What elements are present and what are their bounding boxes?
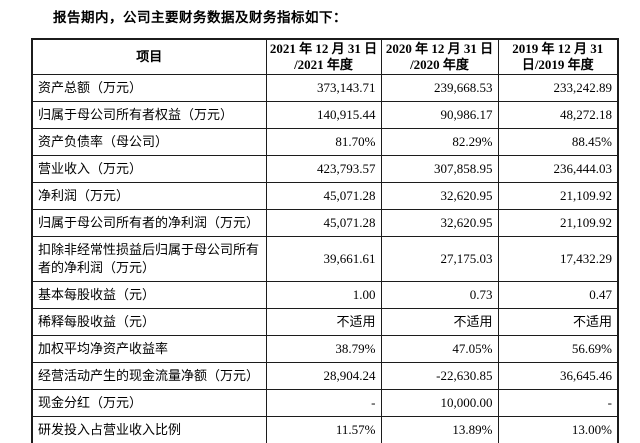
row-label: 扣除非经常性损益后归属于母公司所有者的净利润（万元） [31, 236, 267, 282]
table-row: 营业收入（万元） 423,793.57 307,858.95 236,444.03 [31, 155, 619, 183]
row-label: 资产总额（万元） [31, 74, 267, 102]
row-label: 经营活动产生的现金流量净额（万元） [31, 362, 267, 390]
cell-value: 38.79% [265, 335, 382, 363]
cell-value: 56.69% [497, 335, 619, 363]
cell-value: 307,858.95 [380, 155, 499, 183]
cell-value: 不适用 [497, 308, 619, 336]
cell-value: 88.45% [497, 128, 619, 156]
intro-text: 报告期内，公司主要财务数据及财务指标如下： [53, 10, 347, 25]
cell-value: 239,668.53 [380, 74, 499, 102]
table-row: 稀释每股收益（元） 不适用 不适用 不适用 [31, 308, 619, 336]
table-header-row: 项目 2021 年 12 月 31 日 /2021 年度 2020 年 12 月… [31, 38, 619, 75]
cell-value: 10,000.00 [380, 389, 499, 417]
cell-value: 21,109.92 [497, 182, 619, 210]
cell-value: 90,986.17 [380, 101, 499, 129]
cell-value: 32,620.95 [380, 209, 499, 237]
row-label: 归属于母公司所有者的净利润（万元） [31, 209, 267, 237]
row-label: 研发投入占营业收入比例 [31, 416, 267, 443]
header-period-2020: 2020 年 12 月 31 日 /2020 年度 [380, 38, 499, 75]
row-label: 营业收入（万元） [31, 155, 267, 183]
cell-value: 373,143.71 [265, 74, 382, 102]
header-period-2019: 2019 年 12 月 31 日/2019 年度 [497, 38, 619, 75]
cell-value: 27,175.03 [380, 236, 499, 282]
cell-value: 28,904.24 [265, 362, 382, 390]
row-label: 稀释每股收益（元） [31, 308, 267, 336]
cell-value: 0.47 [497, 281, 619, 309]
row-label: 现金分红（万元） [31, 389, 267, 417]
cell-value: 不适用 [380, 308, 499, 336]
table-row: 加权平均净资产收益率 38.79% 47.05% 56.69% [31, 335, 619, 363]
table-row: 现金分红（万元） -10,000.00- [31, 389, 619, 417]
row-label: 加权平均净资产收益率 [31, 335, 267, 363]
table-row: 扣除非经常性损益后归属于母公司所有者的净利润（万元） 39,661.61 27,17… [31, 236, 619, 282]
cell-value: - [265, 389, 382, 417]
table-row: 归属于母公司所有者权益（万元） 140,915.44 90,986.17 48,272… [31, 101, 619, 129]
cell-value: 11.57% [265, 416, 382, 443]
cell-value: 140,915.44 [265, 101, 382, 129]
cell-value: 21,109.92 [497, 209, 619, 237]
cell-value: 45,071.28 [265, 209, 382, 237]
cell-value: 1.00 [265, 281, 382, 309]
row-label: 净利润（万元） [31, 182, 267, 210]
cell-value: 423,793.57 [265, 155, 382, 183]
financial-table: 项目 2021 年 12 月 31 日 /2021 年度 2020 年 12 月… [31, 38, 619, 443]
header-period-2021: 2021 年 12 月 31 日 /2021 年度 [265, 38, 382, 75]
header-item-label: 项目 [31, 38, 267, 75]
table-row: 归属于母公司所有者的净利润（万元） 45,071.28 32,620.95 21,10… [31, 209, 619, 237]
cell-value: 82.29% [380, 128, 499, 156]
cell-value: 17,432.29 [497, 236, 619, 282]
table-row: 基本每股收益（元） 1.00 0.73 0.47 [31, 281, 619, 309]
table-row: 经营活动产生的现金流量净额（万元） 28,904.24 -22,630.85 36,6… [31, 362, 619, 390]
cell-value: 233,242.89 [497, 74, 619, 102]
cell-value: 不适用 [265, 308, 382, 336]
page: 报告期内，公司主要财务数据及财务指标如下： 项目 2021 年 12 月 31 … [0, 9, 640, 443]
table-body: 资产总额（万元） 373,143.71 239,668.53 233,242.89 归属… [31, 74, 619, 443]
table-row: 资产负债率（母公司） 81.70% 82.29% 88.45% [31, 128, 619, 156]
cell-value: 13.00% [497, 416, 619, 443]
cell-value: 47.05% [380, 335, 499, 363]
table-row: 净利润（万元） 45,071.28 32,620.95 21,109.92 [31, 182, 619, 210]
table-row: 资产总额（万元） 373,143.71 239,668.53 233,242.89 [31, 74, 619, 102]
cell-value: -22,630.85 [380, 362, 499, 390]
row-label: 资产负债率（母公司） [31, 128, 267, 156]
cell-value: 36,645.46 [497, 362, 619, 390]
cell-value: - [497, 389, 619, 417]
cell-value: 39,661.61 [265, 236, 382, 282]
cell-value: 0.73 [380, 281, 499, 309]
cell-value: 32,620.95 [380, 182, 499, 210]
row-label: 基本每股收益（元） [31, 281, 267, 309]
cell-value: 81.70% [265, 128, 382, 156]
cell-value: 45,071.28 [265, 182, 382, 210]
table-row: 研发投入占营业收入比例 11.57% 13.89% 13.00% [31, 416, 619, 443]
cell-value: 236,444.03 [497, 155, 619, 183]
cell-value: 13.89% [380, 416, 499, 443]
row-label: 归属于母公司所有者权益（万元） [31, 101, 267, 129]
cell-value: 48,272.18 [497, 101, 619, 129]
